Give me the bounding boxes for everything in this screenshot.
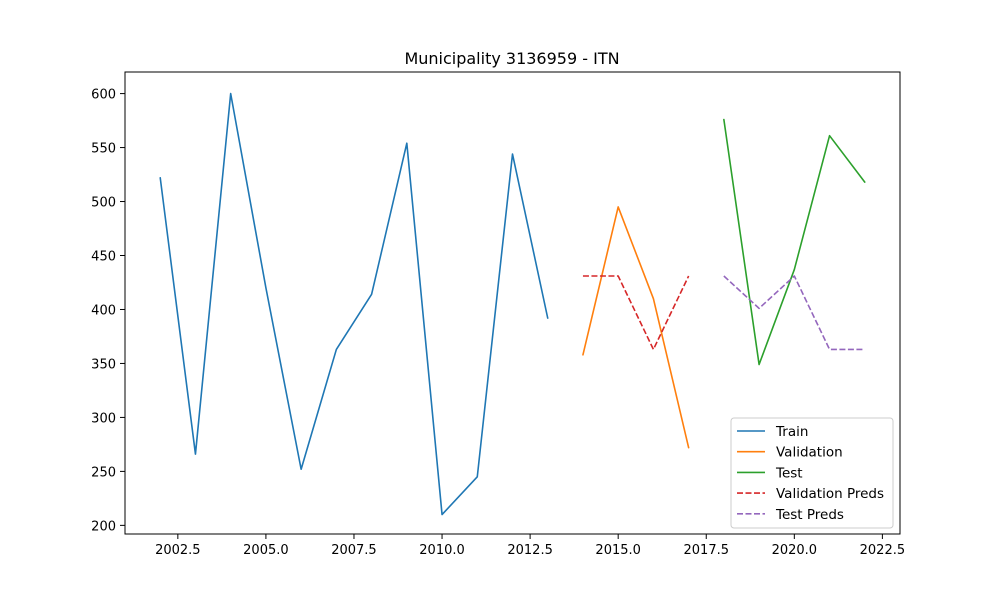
x-tick-label: 2012.5 <box>507 543 553 558</box>
y-tick-label: 250 <box>91 465 116 480</box>
plot-area-frame <box>124 71 901 535</box>
y-tick-label: 400 <box>91 303 116 318</box>
y-tick-label: 350 <box>91 357 116 372</box>
legend-label: Train <box>775 424 808 440</box>
x-axis: 2002.5 2005.0 2007.5 2010.0 2012.5 2015.0 2017… <box>155 534 905 558</box>
plot-series <box>159 92 866 516</box>
legend-label: Validation <box>776 445 843 461</box>
legend-box <box>730 417 894 529</box>
y-tick-label: 500 <box>91 196 116 211</box>
legend-label: Test <box>775 465 803 481</box>
legend: Train Validation Test Validation Preds Test … <box>730 417 894 529</box>
x-tick-label: 2022.5 <box>860 543 906 558</box>
y-axis: 200 250 300 350 400 450 500 550 600 <box>91 88 125 534</box>
series-line-validation <box>582 206 690 449</box>
x-tick-label: 2002.5 <box>155 543 201 558</box>
chart-title: Municipality 3136959 - ITN <box>404 49 619 68</box>
x-tick-label: 2020.0 <box>772 543 818 558</box>
x-tick-label: 2017.5 <box>684 543 730 558</box>
y-tick-label: 600 <box>91 88 116 103</box>
series-line-validation-preds <box>582 275 690 351</box>
x-tick-label: 2007.5 <box>331 543 377 558</box>
series-line-test <box>723 118 866 366</box>
legend-label: Validation Preds <box>776 486 884 502</box>
y-tick-label: 200 <box>91 519 116 534</box>
y-tick-label: 550 <box>91 142 116 157</box>
series-line-test-preds <box>723 275 865 351</box>
y-tick-label: 450 <box>91 250 116 265</box>
legend-label: Test Preds <box>775 507 844 523</box>
x-tick-label: 2005.0 <box>243 543 289 558</box>
y-tick-label: 300 <box>91 411 116 426</box>
series-line-train <box>159 92 549 516</box>
x-tick-label: 2010.0 <box>419 543 465 558</box>
x-tick-label: 2015.0 <box>595 543 641 558</box>
